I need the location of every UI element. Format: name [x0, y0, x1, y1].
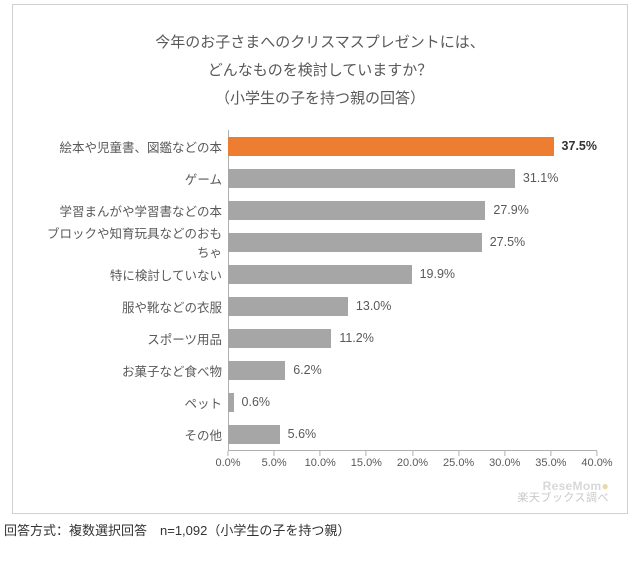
bar-row: お菓子など食べ物 6.2% [43, 354, 597, 386]
axis-tick-mark [504, 451, 505, 456]
chart-container: 今年のお子さまへのクリスマスプレゼントには、 どんなものを検討していますか？ （… [12, 4, 628, 514]
axis-tick-label: 5.0% [262, 457, 287, 469]
axis-tick-label: 0.0% [215, 457, 240, 469]
axis-tick-label: 20.0% [397, 457, 428, 469]
axis-tick: 35.0% [535, 451, 566, 469]
x-axis: 0.0%5.0%10.0%15.0%20.0%25.0%30.0%35.0%40… [228, 450, 597, 474]
axis-tick-mark [412, 451, 413, 456]
bar-track: 27.9% [228, 194, 597, 226]
bar-fill [228, 137, 554, 156]
axis-tick: 15.0% [351, 451, 382, 469]
bar-fill [228, 233, 482, 252]
bar-value: 5.6% [288, 427, 317, 441]
bar-label: ブロックや知育玩具などのおもちゃ [43, 223, 228, 261]
bar-fill [228, 425, 280, 444]
chart-title: 今年のお子さまへのクリスマスプレゼントには、 どんなものを検討していますか？ （… [43, 29, 597, 112]
axis-tick-mark [596, 451, 597, 456]
axis-tick-label: 40.0% [581, 457, 612, 469]
axis-tick-label: 15.0% [351, 457, 382, 469]
bar-track: 31.1% [228, 162, 597, 194]
bar-label: ゲーム [43, 169, 228, 188]
bar-track: 37.5% [228, 130, 597, 162]
title-line-2: どんなものを検討していますか？ [43, 57, 597, 85]
bar-track: 19.9% [228, 258, 597, 290]
bar-fill [228, 265, 412, 284]
axis-tick-mark [550, 451, 551, 456]
bar-value: 11.2% [339, 331, 374, 345]
bar-track: 6.2% [228, 354, 597, 386]
axis-tick-mark [458, 451, 459, 456]
bar-fill [228, 201, 485, 220]
axis-tick-mark [227, 451, 228, 456]
bar-track: 13.0% [228, 290, 597, 322]
bar-label: 服や靴などの衣服 [43, 297, 228, 316]
bar-value: 27.5% [490, 235, 525, 249]
bar-row: 服や靴などの衣服 13.0% [43, 290, 597, 322]
axis-tick: 0.0% [215, 451, 240, 469]
bar-fill [228, 297, 348, 316]
bar-label: ペット [43, 393, 228, 412]
bar-label: 学習まんがや学習書などの本 [43, 201, 228, 220]
bar-track: 11.2% [228, 322, 597, 354]
bar-fill [228, 361, 285, 380]
bar-row: 絵本や児童書、図鑑などの本 37.5% [43, 130, 597, 162]
axis-tick: 5.0% [262, 451, 287, 469]
bar-row: 特に検討していない 19.9% [43, 258, 597, 290]
title-line-1: 今年のお子さまへのクリスマスプレゼントには、 [43, 29, 597, 57]
bar-row: その他 5.6% [43, 418, 597, 450]
bar-row: 学習まんがや学習書などの本 27.9% [43, 194, 597, 226]
axis-tick-label: 30.0% [489, 457, 520, 469]
axis-tick-label: 10.0% [305, 457, 336, 469]
bar-value: 27.9% [493, 203, 528, 217]
bar-row: スポーツ用品 11.2% [43, 322, 597, 354]
axis-tick-mark [320, 451, 321, 456]
bar-value: 6.2% [293, 363, 322, 377]
axis-tick-mark [274, 451, 275, 456]
bar-track: 5.6% [228, 418, 597, 450]
bar-label: スポーツ用品 [43, 329, 228, 348]
bar-track: 27.5% [228, 226, 597, 258]
axis-tick: 30.0% [489, 451, 520, 469]
axis-tick: 25.0% [443, 451, 474, 469]
axis-tick: 10.0% [305, 451, 336, 469]
bar-label: その他 [43, 425, 228, 444]
axis-tick: 40.0% [581, 451, 612, 469]
axis-tick-label: 25.0% [443, 457, 474, 469]
bar-value: 37.5% [562, 139, 597, 153]
watermark-source: 楽天ブックス調べ [517, 489, 609, 505]
bars-container: 絵本や児童書、図鑑などの本 37.5% ゲーム 31.1% 学習まんがや学習書などの本 2… [43, 130, 597, 450]
title-line-3: （小学生の子を持つ親の回答） [43, 85, 597, 113]
bar-row: ゲーム 31.1% [43, 162, 597, 194]
bar-label: 特に検討していない [43, 265, 228, 284]
bar-value: 0.6% [242, 395, 271, 409]
axis-tick: 20.0% [397, 451, 428, 469]
bar-fill [228, 329, 331, 348]
survey-footnote: 回答方式：複数選択回答 n=1,092（小学生の子を持つ親） [4, 520, 640, 539]
bar-row: ブロックや知育玩具などのおもちゃ 27.5% [43, 226, 597, 258]
bar-fill [228, 169, 515, 188]
bar-value: 13.0% [356, 299, 391, 313]
bar-track: 0.6% [228, 386, 597, 418]
bar-value: 31.1% [523, 171, 558, 185]
bar-label: お菓子など食べ物 [43, 361, 228, 380]
bar-label: 絵本や児童書、図鑑などの本 [43, 137, 228, 156]
bar-row: ペット 0.6% [43, 386, 597, 418]
axis-tick-label: 35.0% [535, 457, 566, 469]
axis-tick-mark [366, 451, 367, 456]
bar-value: 19.9% [420, 267, 455, 281]
bar-fill [228, 393, 234, 412]
